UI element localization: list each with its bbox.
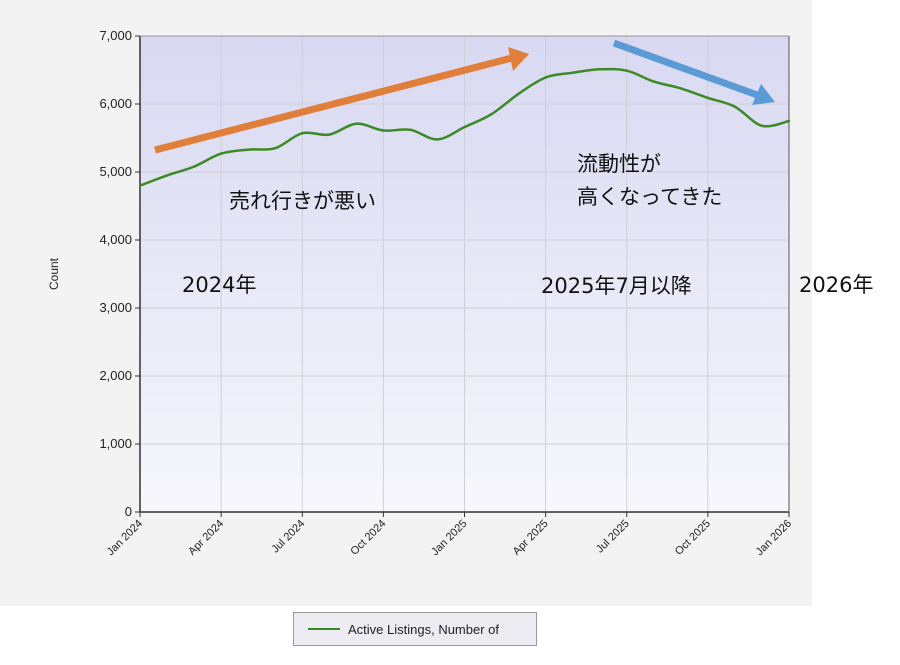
- annotation-sluggish: 売れ行きが悪い: [229, 189, 376, 213]
- x-tick-label: Jan 2025: [429, 518, 469, 558]
- y-tick-label: 2,000: [99, 368, 132, 383]
- y-tick-label: 7,000: [99, 28, 132, 43]
- data-point: [571, 71, 574, 74]
- data-point: [625, 69, 628, 72]
- data-point: [490, 113, 493, 116]
- data-point: [192, 165, 196, 168]
- x-tick-label: Oct 2024: [348, 518, 388, 558]
- data-point: [138, 184, 142, 187]
- legend: Active Listings, Number of: [293, 612, 537, 646]
- y-tick-label: 3,000: [99, 300, 132, 315]
- line-chart: 0 1,000 2,000 3,000 4,000 5,000 6,000 7,000 Jan…: [47, 28, 873, 558]
- data-point: [679, 87, 682, 90]
- data-point: [409, 128, 412, 131]
- x-tick-label: Jan 2024: [105, 518, 145, 558]
- data-point: [463, 125, 466, 129]
- x-tick-label: Jul 2025: [594, 518, 632, 556]
- data-point: [436, 138, 439, 141]
- legend-label: Active Listings, Number of: [348, 621, 500, 637]
- y-tick-label: 5,000: [99, 164, 132, 179]
- x-tick-label: Oct 2025: [673, 518, 713, 558]
- data-point: [274, 147, 277, 150]
- up-trend-arrow-shaft: [154, 54, 513, 154]
- y-tick-label: 6,000: [99, 96, 132, 111]
- up-trend-arrow-head: [508, 47, 529, 71]
- data-point: [301, 132, 304, 135]
- y-tick-label: 4,000: [99, 232, 132, 247]
- data-point: [165, 174, 169, 177]
- data-point: [733, 105, 737, 108]
- x-tick-label: Jul 2024: [269, 518, 307, 556]
- data-point: [247, 148, 250, 151]
- data-point: [787, 119, 791, 123]
- data-point: [652, 80, 655, 83]
- annotation-liquidity-line1: 流動性が: [577, 152, 661, 176]
- y-tick-label: 1,000: [99, 436, 132, 451]
- annotation-2024: 2024年: [182, 273, 256, 297]
- data-point: [382, 129, 385, 132]
- data-point: [355, 122, 358, 125]
- legend-swatch: [308, 628, 340, 630]
- y-tick-label: 0: [125, 504, 132, 519]
- x-tick-label: Apr 2024: [186, 518, 226, 558]
- y-axis-label: Count: [47, 257, 61, 290]
- annotation-2026: 2026年: [799, 273, 873, 297]
- down-trend-arrow-shaft: [612, 39, 762, 100]
- x-tick-label: Jan 2026: [754, 518, 794, 558]
- down-trend-arrow-head: [752, 84, 775, 105]
- data-point: [219, 152, 223, 155]
- annotation-after-jul-2025: 2025年7月以降: [541, 274, 692, 298]
- x-tick-label: Apr 2025: [511, 518, 551, 558]
- data-point: [517, 92, 520, 96]
- annotation-liquidity-line2: 高くなってきた: [577, 185, 722, 209]
- data-point: [544, 76, 547, 79]
- data-point: [328, 133, 331, 136]
- data-point: [760, 124, 764, 128]
- data-point: [706, 96, 710, 100]
- data-point: [598, 68, 601, 71]
